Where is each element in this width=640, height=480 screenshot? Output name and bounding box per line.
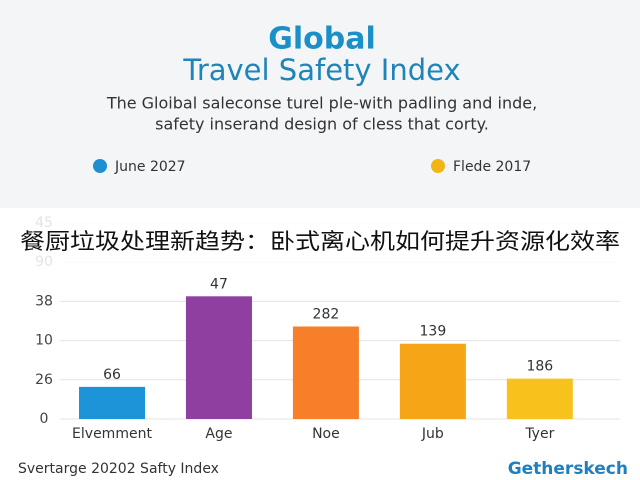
x-tick-label: Tyer [524, 426, 554, 442]
bar-label: 282 [313, 306, 340, 322]
bar [185, 296, 252, 419]
header-background [0, 0, 640, 208]
x-tick-label: Jub [421, 426, 444, 442]
bar [506, 378, 573, 419]
description: The Gloibal saleconse turel ple-with pad… [106, 94, 537, 113]
x-tick-label: Elvemment [72, 426, 152, 442]
x-tick-label: Age [205, 426, 232, 442]
bar [399, 343, 466, 419]
y-tick-label: 26 [35, 372, 53, 388]
y-tick-label: 0 [40, 411, 49, 427]
bar-label: 66 [103, 367, 121, 383]
legend-label: Flede 2017 [453, 159, 531, 175]
banner-background [0, 210, 640, 272]
y-tick-label: 10 [35, 333, 53, 349]
bar-label: 139 [420, 324, 447, 340]
bar [292, 326, 359, 419]
legend-marker [93, 159, 107, 173]
y-tick-label: 38 [35, 293, 53, 309]
x-tick-label: Noe [312, 426, 340, 442]
banner: 餐厨垃圾处理新趋势：卧式离心机如何提升资源化效率 [20, 230, 620, 255]
chart-title: Global [268, 22, 376, 57]
chart-subtitle: Travel Safety Index [182, 53, 460, 87]
legend-label: June 2027 [114, 159, 186, 175]
brand: Getherskech [508, 459, 628, 479]
description: safety inserand design of cless that cor… [155, 115, 489, 134]
bar-label: 47 [210, 276, 228, 292]
bar [79, 386, 145, 419]
bar-label: 186 [526, 359, 553, 375]
footer: Svertarge 20202 Safty Index [18, 461, 219, 477]
legend-marker [431, 159, 445, 173]
